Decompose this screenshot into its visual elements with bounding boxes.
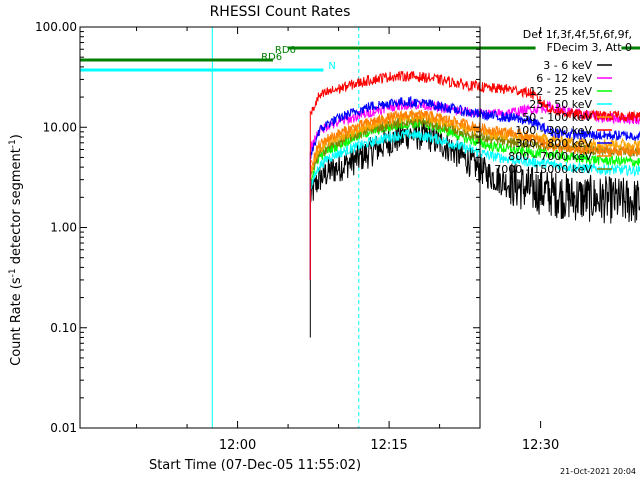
legend-header-line-2: FDecim 3, Att 0 xyxy=(547,41,632,54)
legend-entry-label: 100 - 300 keV xyxy=(515,124,592,137)
series-line xyxy=(309,96,640,280)
series-line xyxy=(309,129,640,280)
y-axis-label-part: detector segment xyxy=(9,148,24,268)
state-bar-label: RD0 xyxy=(275,45,296,56)
legend-entry-label: 50 - 100 keV xyxy=(522,111,592,124)
legend-entry-label: 300 - 800 keV xyxy=(515,137,592,150)
series-line xyxy=(309,118,640,280)
y-axis: 0.01 0.10 1.00 10.00 100.00 xyxy=(35,20,480,435)
generation-timestamp: 21-Oct-2021 20:04 xyxy=(560,467,636,476)
legend-entry-label: 3 - 6 keV xyxy=(543,59,592,72)
x-axis-label: Start Time (07-Dec-05 11:55:02) xyxy=(149,458,361,473)
state-bar-label: N xyxy=(328,61,335,72)
y-axis-label-part: ) xyxy=(9,134,24,139)
chart-title: RHESSI Count Rates xyxy=(210,4,351,20)
legend-entry-label: 7000 - 15000 keV xyxy=(494,163,592,176)
x-tick-label: 12:00 xyxy=(219,438,256,453)
legend-entry-label: 800 - 7000 keV xyxy=(508,150,592,163)
legend-entry-label: 6 - 12 keV xyxy=(536,72,592,85)
series-line xyxy=(309,71,640,280)
y-axis-label-superscript: -1 xyxy=(8,268,18,277)
y-tick-label: 100.00 xyxy=(35,20,77,34)
legend: Det 1f,3f,4f,5f,6f,9f, FDecim 3, Att 0 3… xyxy=(494,28,632,176)
series-line xyxy=(309,111,640,280)
series-line xyxy=(309,109,640,280)
y-tick-label: 10.00 xyxy=(43,120,77,134)
state-bar-label: RD6 xyxy=(261,52,282,63)
legend-header-line-1: Det 1f,3f,4f,5f,6f,9f, xyxy=(523,28,632,41)
legend-entry-label: 25 - 50 keV xyxy=(529,98,592,111)
y-axis-label-superscript: -1 xyxy=(8,139,18,148)
y-tick-label: 1.00 xyxy=(50,221,77,235)
y-axis-label-part: Count Rate (s xyxy=(9,277,24,366)
series-layer xyxy=(309,71,640,338)
y-tick-label: 0.01 xyxy=(50,421,77,435)
y-axis-label: Count Rate (s-1 detector segment-1) xyxy=(8,134,24,366)
y-tick-label: 0.10 xyxy=(50,321,77,335)
state-vlines xyxy=(211,27,360,428)
x-tick-label: 12:30 xyxy=(522,438,559,453)
legend-entry-label: 12 - 25 keV xyxy=(529,85,592,98)
x-tick-label: 12:15 xyxy=(370,438,407,453)
